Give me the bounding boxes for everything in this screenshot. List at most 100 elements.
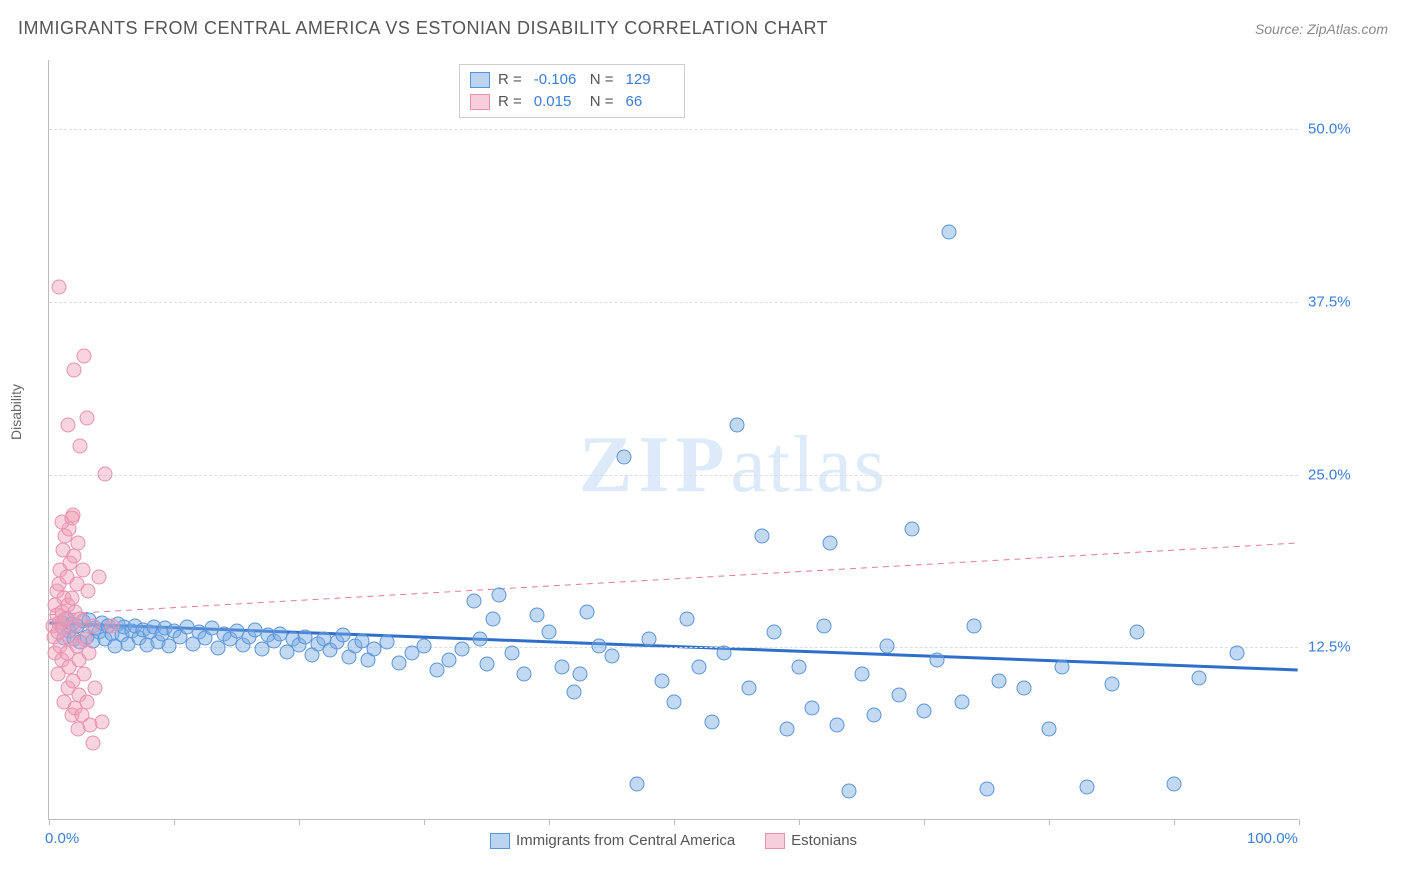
y-axis-label: Disability [8, 384, 24, 440]
x-tick-mark [424, 819, 425, 825]
data-point [967, 618, 982, 633]
legend-swatch [470, 72, 490, 88]
data-point [67, 362, 82, 377]
data-point [85, 618, 100, 633]
data-point [992, 673, 1007, 688]
data-point [504, 646, 519, 661]
y-tick-label: 12.5% [1308, 639, 1378, 656]
x-tick-mark [174, 819, 175, 825]
data-point [98, 466, 113, 481]
legend-n-value: 129 [626, 69, 674, 91]
data-point [454, 642, 469, 657]
plot-area: ZIPatlas R =-0.106N =129R =0.015N =66 Im… [48, 60, 1298, 820]
y-tick-label: 50.0% [1308, 121, 1378, 138]
data-point [1017, 680, 1032, 695]
data-point [73, 438, 88, 453]
series-legend-label: Immigrants from Central America [516, 832, 735, 849]
chart-title: IMMIGRANTS FROM CENTRAL AMERICA VS ESTON… [18, 18, 828, 39]
gridline [49, 302, 1298, 303]
data-point [879, 639, 894, 654]
data-point [654, 673, 669, 688]
data-point [629, 777, 644, 792]
data-point [817, 618, 832, 633]
series-legend-label: Estonians [791, 832, 857, 849]
legend-swatch [470, 94, 490, 110]
y-tick-label: 25.0% [1308, 466, 1378, 483]
data-point [804, 701, 819, 716]
data-point [692, 660, 707, 675]
x-tick-mark [674, 819, 675, 825]
x-tick-mark [1049, 819, 1050, 825]
data-point [1129, 625, 1144, 640]
data-point [979, 781, 994, 796]
data-point [792, 660, 807, 675]
data-point [1229, 646, 1244, 661]
data-point [92, 570, 107, 585]
data-point [954, 694, 969, 709]
data-point [779, 722, 794, 737]
series-legend-item: Estonians [765, 832, 857, 849]
x-tick-mark [799, 819, 800, 825]
data-point [942, 224, 957, 239]
correlation-legend: R =-0.106N =129R =0.015N =66 [459, 64, 685, 118]
data-point [88, 680, 103, 695]
data-point [64, 510, 79, 525]
data-point [573, 666, 588, 681]
data-point [467, 593, 482, 608]
data-point [442, 653, 457, 668]
data-point [929, 653, 944, 668]
legend-r-value: -0.106 [534, 69, 582, 91]
x-tick-mark [299, 819, 300, 825]
header: IMMIGRANTS FROM CENTRAL AMERICA VS ESTON… [18, 18, 1388, 39]
data-point [1042, 722, 1057, 737]
data-point [604, 648, 619, 663]
x-tick-label: 100.0% [1247, 830, 1298, 847]
data-point [70, 535, 85, 550]
data-point [717, 646, 732, 661]
data-point [617, 449, 632, 464]
data-point [1054, 660, 1069, 675]
data-point [729, 418, 744, 433]
data-point [842, 784, 857, 799]
data-point [529, 607, 544, 622]
trend-line [49, 543, 1297, 615]
legend-swatch [490, 833, 510, 849]
data-point [52, 280, 67, 295]
data-point [704, 715, 719, 730]
data-point [82, 646, 97, 661]
x-tick-mark [1299, 819, 1300, 825]
data-point [1167, 777, 1182, 792]
data-point [742, 680, 757, 695]
data-point [892, 687, 907, 702]
data-point [75, 563, 90, 578]
data-point [78, 632, 93, 647]
legend-n-value: 66 [626, 91, 674, 113]
x-tick-label: 0.0% [45, 830, 79, 847]
data-point [767, 625, 782, 640]
x-tick-mark [1174, 819, 1175, 825]
data-point [80, 584, 95, 599]
data-point [64, 590, 79, 605]
data-point [85, 736, 100, 751]
data-point [823, 535, 838, 550]
data-point [867, 708, 882, 723]
data-point [904, 521, 919, 536]
data-point [1104, 676, 1119, 691]
legend-r-label: R = [498, 91, 522, 113]
data-point [335, 628, 350, 643]
data-point [679, 611, 694, 626]
data-point [579, 604, 594, 619]
data-point [392, 655, 407, 670]
data-point [485, 611, 500, 626]
x-tick-mark [924, 819, 925, 825]
data-point [417, 639, 432, 654]
gridline [49, 475, 1298, 476]
data-point [517, 666, 532, 681]
data-point [429, 662, 444, 677]
data-point [492, 588, 507, 603]
data-point [854, 666, 869, 681]
source-label: Source: ZipAtlas.com [1255, 21, 1388, 37]
data-point [79, 694, 94, 709]
data-point [94, 715, 109, 730]
data-point [642, 632, 657, 647]
